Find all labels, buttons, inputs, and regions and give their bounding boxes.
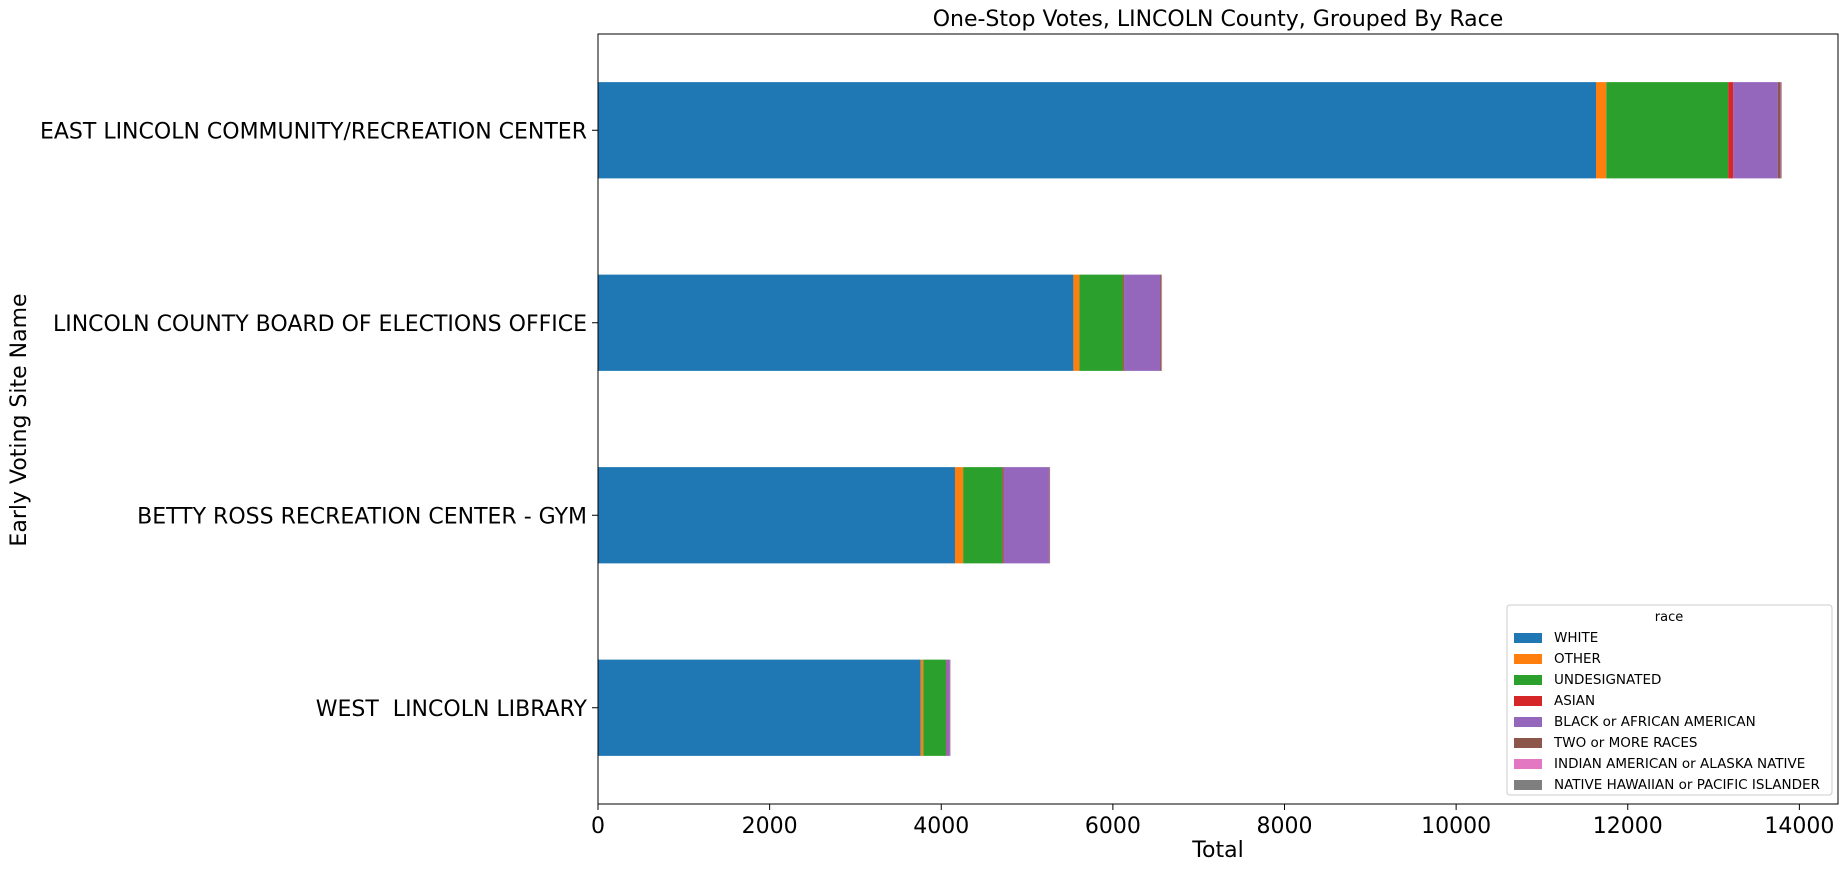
y-tick-label-2: BETTY ROSS RECREATION CENTER - GYM [137, 504, 587, 529]
x-axis: 0 2000 4000 6000 8000 10000 12000 14000 [591, 804, 1834, 839]
x-tick-label-4: 8000 [1257, 814, 1313, 839]
x-tick-label-3: 6000 [1085, 814, 1141, 839]
legend-swatch-2 [1514, 675, 1542, 685]
x-tick-label-7: 14000 [1764, 814, 1834, 839]
y-tick-label-0: EAST LINCOLN COMMUNITY/RECREATION CENTER [40, 119, 587, 144]
bar-segment-3-2 [923, 660, 946, 756]
x-tick-label-2: 4000 [913, 814, 969, 839]
legend-swatch-3 [1514, 696, 1542, 706]
y-tick-label-3: WEST LINCOLN LIBRARY [316, 697, 588, 722]
bar-segment-0-2 [1606, 82, 1728, 178]
legend-label-1: OTHER [1554, 651, 1601, 667]
legend-label-6: INDIAN AMERICAN or ALASKA NATIVE [1554, 756, 1805, 772]
x-tick-label-5: 10000 [1421, 814, 1491, 839]
bar-segment-3-1 [921, 660, 924, 756]
legend-swatch-5 [1514, 738, 1542, 748]
legend-label-2: UNDESIGNATED [1554, 672, 1661, 688]
legend-label-0: WHITE [1554, 630, 1598, 646]
bar-segment-1-5 [1160, 275, 1161, 371]
bar-segment-1-1 [1073, 275, 1079, 371]
bar-segment-0-4 [1733, 82, 1778, 178]
bar-segment-2-2 [963, 467, 1002, 563]
legend-swatch-7 [1514, 780, 1542, 790]
y-axis: EAST LINCOLN COMMUNITY/RECREATION CENTER… [40, 119, 598, 722]
legend-label-7: NATIVE HAWAIIAN or PACIFIC ISLANDER [1554, 777, 1820, 793]
bar-segment-3-0 [598, 660, 921, 756]
legend-swatch-4 [1514, 717, 1542, 727]
bar-segment-0-6 [1781, 82, 1782, 178]
y-tick-label-1: LINCOLN COUNTY BOARD OF ELECTIONS OFFICE [53, 312, 587, 337]
legend-swatch-1 [1514, 654, 1542, 664]
bar-segment-2-1 [955, 467, 963, 563]
bar-segment-1-0 [598, 275, 1073, 371]
bar-segment-2-4 [1003, 467, 1048, 563]
x-tick-label-0: 0 [591, 814, 605, 839]
legend-swatch-6 [1514, 759, 1542, 769]
bar-segment-1-3 [1123, 275, 1124, 371]
bar-segment-2-0 [598, 467, 955, 563]
legend-title: race [1655, 610, 1683, 625]
x-tick-label-1: 2000 [742, 814, 798, 839]
x-tick-label-6: 12000 [1593, 814, 1663, 839]
legend: race WHITE OTHER UNDESIGNATED ASIAN BLACK or… [1507, 605, 1832, 795]
bar-segment-0-3 [1728, 82, 1733, 178]
legend-label-4: BLACK or AFRICAN AMERICAN [1554, 714, 1756, 730]
bar-segment-1-2 [1079, 275, 1123, 371]
bar-segment-3-4 [946, 660, 949, 756]
bar-segment-2-5 [1049, 467, 1050, 563]
bar-segment-2-3 [1003, 467, 1004, 563]
y-axis-label: Early Voting Site Name [7, 293, 32, 546]
bar-segment-1-4 [1124, 275, 1160, 371]
bar-segment-0-5 [1778, 82, 1781, 178]
legend-swatch-0 [1514, 633, 1542, 643]
legend-label-3: ASIAN [1554, 693, 1595, 709]
bar-segment-0-1 [1596, 82, 1606, 178]
legend-label-5: TWO or MORE RACES [1553, 735, 1697, 751]
x-axis-label: Total [1191, 838, 1243, 863]
chart-title: One-Stop Votes, LINCOLN County, Grouped … [933, 7, 1504, 32]
bar-segment-0-0 [598, 82, 1596, 178]
